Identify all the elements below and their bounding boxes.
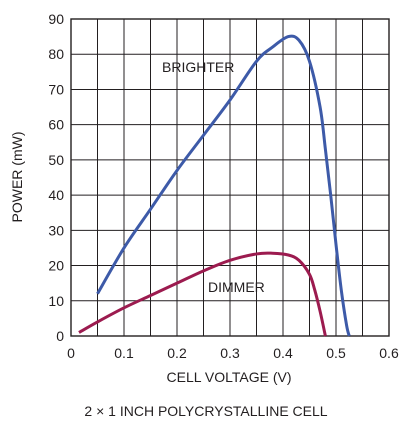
y-tick-label: 0 bbox=[56, 328, 64, 344]
x-tick-label: 0.4 bbox=[273, 345, 293, 361]
chart-caption: 2 × 1 INCH POLYCRYSTALLINE CELL bbox=[84, 403, 327, 419]
x-tick-label: 0.5 bbox=[326, 345, 346, 361]
y-tick-label: 20 bbox=[48, 258, 64, 274]
x-tick-label: 0.3 bbox=[220, 345, 240, 361]
y-tick-label: 50 bbox=[48, 152, 64, 168]
y-tick-label: 70 bbox=[48, 81, 64, 97]
y-tick-label: 10 bbox=[48, 293, 64, 309]
x-tick-label: 0.6 bbox=[379, 345, 399, 361]
series-line-dimmer bbox=[78, 251, 327, 337]
x-tick-label: 0.1 bbox=[114, 345, 134, 361]
x-tick-label: 0.2 bbox=[167, 345, 187, 361]
series-label-brighter: BRIGHTER bbox=[162, 59, 234, 75]
x-tick-label: 0 bbox=[67, 345, 75, 361]
series-label-dimmer: DIMMER bbox=[208, 279, 265, 295]
y-tick-label: 80 bbox=[48, 46, 64, 62]
y-tick-label: 60 bbox=[48, 117, 64, 133]
y-axis-title: POWER (mW) bbox=[9, 132, 25, 223]
x-axis-title: CELL VOLTAGE (V) bbox=[167, 369, 292, 385]
y-tick-label: 40 bbox=[48, 187, 64, 203]
series-lines bbox=[78, 34, 351, 337]
y-tick-label: 30 bbox=[48, 222, 64, 238]
y-tick-label: 90 bbox=[48, 11, 64, 27]
series-line-brighter bbox=[96, 34, 351, 337]
y-axis-ticks: 0 10 20 30 40 50 60 70 80 90 bbox=[48, 11, 64, 344]
x-axis-ticks: 0 0.1 0.2 0.3 0.4 0.5 0.6 bbox=[67, 345, 399, 361]
plot-area-frame bbox=[70, 18, 390, 337]
grid bbox=[71, 19, 389, 336]
